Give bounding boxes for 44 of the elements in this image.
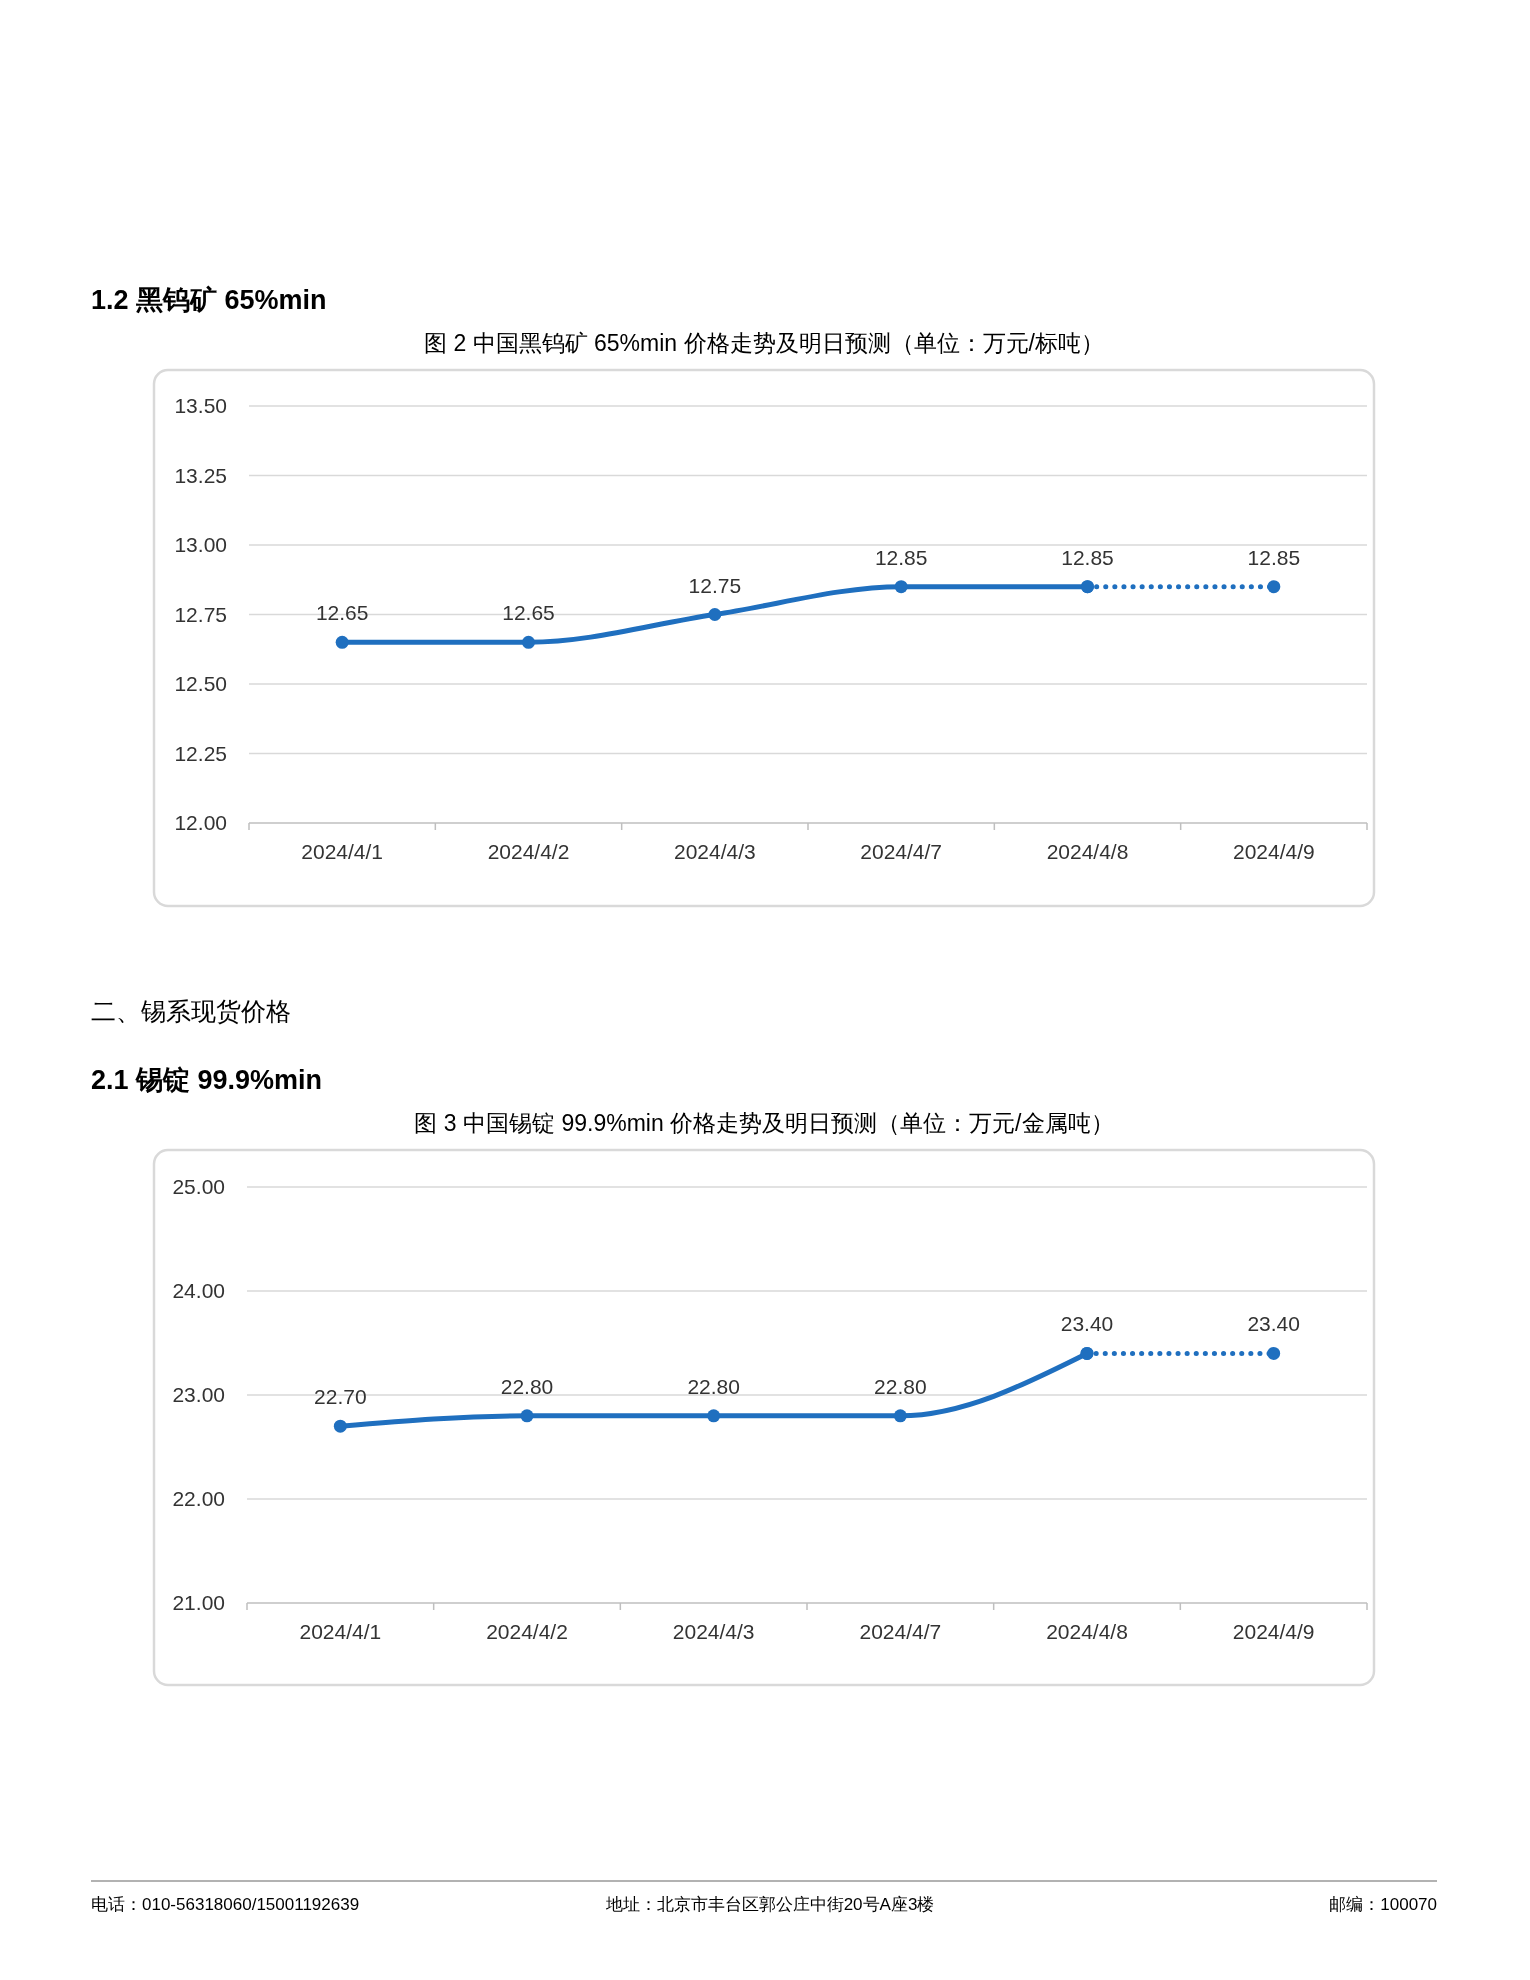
- y-tick-label: 12.25: [174, 741, 227, 765]
- text: 电话：010-56318060/15001192639: [91, 1895, 360, 1914]
- data-label: 22.80: [687, 1374, 740, 1398]
- data-label: 12.65: [315, 601, 369, 625]
- chart-subtitle: 1.2 黑钨矿 65%min: [91, 285, 327, 315]
- data-label: 12.85: [1247, 545, 1301, 569]
- y-tick-label: 13.00: [174, 533, 227, 557]
- x-tick-label: 2024/4/7: [859, 1620, 942, 1643]
- x-tick-label: 2024/4/3: [672, 1620, 755, 1643]
- data-label: 23.40: [1247, 1312, 1300, 1336]
- x-tick-label: 2024/4/1: [301, 840, 384, 863]
- data-label: 22.80: [500, 1374, 554, 1398]
- data-label: 22.80: [874, 1374, 927, 1398]
- y-tick-label: 25.00: [172, 1175, 225, 1199]
- y-tick-label: 22.00: [172, 1487, 225, 1511]
- y-tick-label: 13.25: [174, 463, 227, 487]
- data-label: 12.75: [688, 573, 742, 597]
- chart-title: 图 2 中国黑钨矿 65%min 价格走势及明日预测（单位：万元/标吨）: [424, 330, 1104, 356]
- y-tick-label: 23.00: [172, 1383, 225, 1407]
- data-label: 12.85: [874, 545, 928, 569]
- y-tick-label: 13.50: [174, 394, 227, 418]
- x-tick-label: 2024/4/8: [1046, 840, 1129, 863]
- y-tick-label: 24.00: [172, 1279, 225, 1303]
- y-tick-label: 21.00: [172, 1591, 225, 1615]
- data-label: 12.65: [502, 601, 555, 625]
- x-tick-label: 2024/4/9: [1232, 840, 1315, 863]
- text: 邮编：100070: [1329, 1895, 1437, 1914]
- data-label: 22.70: [314, 1385, 367, 1409]
- chart-subtitle: 2.1 锡锭 99.9%min: [91, 1065, 323, 1095]
- x-tick-label: 2024/4/2: [487, 840, 570, 863]
- data-label: 12.85: [1061, 545, 1114, 569]
- x-tick-label: 2024/4/7: [860, 840, 943, 863]
- chart-title: 图 3 中国锡锭 99.9%min 价格走势及明日预测（单位：万元/金属吨）: [414, 1110, 1114, 1136]
- x-tick-label: 2024/4/3: [673, 840, 756, 863]
- y-tick-label: 12.50: [174, 672, 227, 696]
- x-tick-label: 2024/4/8: [1046, 1620, 1128, 1643]
- y-tick-label: 12.75: [174, 602, 227, 626]
- y-tick-label: 12.00: [174, 811, 227, 835]
- text: 地址：北京市丰台区郭公庄中街20号A座3楼: [604, 1895, 935, 1914]
- x-tick-label: 2024/4/1: [299, 1620, 382, 1643]
- text: 二、锡系现货价格: [91, 997, 291, 1025]
- data-label: 23.40: [1060, 1312, 1114, 1336]
- x-tick-label: 2024/4/9: [1232, 1620, 1315, 1643]
- x-tick-label: 2024/4/2: [486, 1620, 568, 1643]
